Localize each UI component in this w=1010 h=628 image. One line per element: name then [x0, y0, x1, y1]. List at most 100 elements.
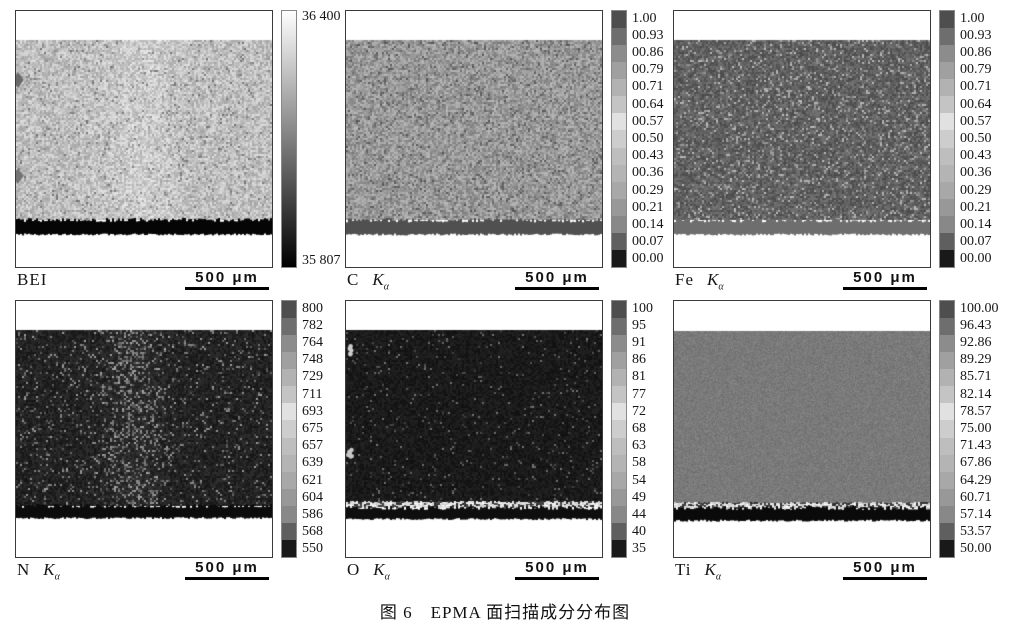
ti-image-frame — [673, 300, 931, 558]
scale-bar-line — [515, 287, 599, 290]
fe-label-row: Fe Kα 500 μm — [673, 270, 931, 298]
scale-bar-text: 500 μm — [853, 270, 917, 286]
colorbar-tick-label: 54 — [632, 472, 653, 489]
colorbar-segment — [612, 165, 626, 182]
colorbar-tick-label: 100.00 — [960, 300, 999, 317]
colorbar-tick-label: 00.93 — [632, 27, 664, 44]
ti-colorbar — [939, 300, 955, 558]
o-label-row: O Kα 500 μm — [345, 560, 603, 588]
colorbar-segment — [282, 540, 296, 557]
colorbar-segment — [612, 216, 626, 233]
colorbar-tick-label: 639 — [302, 455, 323, 472]
colorbar-tick-label: 71.43 — [960, 438, 999, 455]
colorbar-segment — [940, 148, 954, 165]
colorbar-tick-label: 00.43 — [960, 148, 992, 165]
colorbar-segment — [612, 79, 626, 96]
ti-panel-label: Ti Kα — [673, 560, 721, 582]
colorbar-segment — [940, 301, 954, 318]
colorbar-segment — [940, 455, 954, 472]
ti-map-image — [674, 301, 930, 557]
colorbar-segment — [612, 420, 626, 437]
colorbar-segment — [940, 318, 954, 335]
colorbar-tick-label: 40 — [632, 524, 653, 541]
colorbar-tick-label: 604 — [302, 489, 323, 506]
scale-bar-text: 500 μm — [525, 270, 589, 286]
colorbar-segment — [940, 369, 954, 386]
colorbar-tick-label: 621 — [302, 472, 323, 489]
bei-scale-bar: 500 μm — [185, 270, 269, 290]
colorbar-segment — [940, 130, 954, 147]
colorbar-tick-label: 00.93 — [960, 27, 992, 44]
colorbar-segment — [612, 148, 626, 165]
colorbar-tick-label: 58 — [632, 455, 653, 472]
bei-panel-label: BEI — [15, 270, 60, 292]
colorbar-segment — [612, 301, 626, 318]
colorbar-tick-label: 568 — [302, 524, 323, 541]
colorbar-segment — [612, 403, 626, 420]
colorbar-tick-label: 657 — [302, 438, 323, 455]
colorbar-segment — [940, 233, 954, 250]
scale-bar-text: 500 μm — [853, 560, 917, 576]
colorbar-tick-label: 82.14 — [960, 386, 999, 403]
colorbar-segment — [940, 113, 954, 130]
colorbar-segment — [282, 455, 296, 472]
c-image-frame — [345, 10, 603, 268]
colorbar-segment — [282, 403, 296, 420]
colorbar-tick-label: 91 — [632, 334, 653, 351]
colorbar-tick-label: 67.86 — [960, 455, 999, 472]
panel-group-c: C Kα 500 μm 1.00 00.93 00.86 00.79 00.71 00.64… — [345, 10, 664, 298]
colorbar-segment — [282, 506, 296, 523]
colorbar-tick-label: 1.00 — [632, 10, 664, 27]
colorbar-tick-label: 00.57 — [632, 113, 664, 130]
fe-panel-label: Fe Kα — [673, 270, 724, 292]
colorbar-tick-label: 764 — [302, 334, 323, 351]
colorbar-tick-label: 00.29 — [960, 182, 992, 199]
colorbar-tick-label: 00.00 — [632, 251, 664, 268]
colorbar-tick-label: 00.86 — [960, 44, 992, 61]
colorbar-tick-label: 63 — [632, 438, 653, 455]
colorbar-segment — [940, 79, 954, 96]
colorbar-tick-label: 75.00 — [960, 420, 999, 437]
fe-map-image — [674, 11, 930, 267]
colorbar-tick-label: 00.14 — [632, 216, 664, 233]
colorbar-tick-label: 693 — [302, 403, 323, 420]
colorbar-tick-label: 81 — [632, 369, 653, 386]
ti-label-row: Ti Kα 500 μm — [673, 560, 931, 588]
n-image-frame — [15, 300, 273, 558]
colorbar-segment — [612, 11, 626, 28]
scale-bar-text: 500 μm — [525, 560, 589, 576]
colorbar-segment — [612, 233, 626, 250]
colorbar-tick-label: 00.21 — [960, 199, 992, 216]
colorbar-segment — [940, 335, 954, 352]
bei-map-image — [16, 11, 272, 267]
colorbar-tick-label: 49 — [632, 489, 653, 506]
colorbar-segment — [612, 438, 626, 455]
colorbar-segment — [612, 318, 626, 335]
colorbar-segment — [940, 45, 954, 62]
o-colorbar-ticks: 100 95 91 86 81 77 72 68 63 58 54 49 44 40 35 — [632, 300, 653, 558]
colorbar-segment — [940, 182, 954, 199]
colorbar-tick-label: 00.29 — [632, 182, 664, 199]
colorbar-segment — [940, 420, 954, 437]
colorbar-segment — [282, 386, 296, 403]
c-colorbar-ticks: 1.00 00.93 00.86 00.79 00.71 00.64 00.57 00.50 0… — [632, 10, 664, 268]
colorbar-tick-label: 60.71 — [960, 489, 999, 506]
fe-colorbar-ticks: 1.00 00.93 00.86 00.79 00.71 00.64 00.57 00.50 0… — [960, 10, 992, 268]
colorbar-tick-label: 86 — [632, 352, 653, 369]
o-panel-label: O Kα — [345, 560, 390, 582]
colorbar-segment — [940, 523, 954, 540]
colorbar-tick-label: 550 — [302, 541, 323, 558]
scale-bar-text: 500 μm — [195, 270, 259, 286]
bei-label-row: BEI 500 μm — [15, 270, 273, 298]
colorbar-tick-label: 78.57 — [960, 403, 999, 420]
colorbar-segment — [282, 438, 296, 455]
bei-image-frame — [15, 10, 273, 268]
colorbar-tick-label: 35 — [632, 541, 653, 558]
colorbar-tick-label: 96.43 — [960, 317, 999, 334]
colorbar-tick-label: 1.00 — [960, 10, 992, 27]
n-colorbar — [281, 300, 297, 558]
panel-group-n: N Kα 500 μm 800 782 764 748 729 711 693 675 657 63… — [15, 300, 323, 588]
colorbar-tick-label: 675 — [302, 420, 323, 437]
colorbar-segment — [940, 28, 954, 45]
colorbar-segment — [940, 472, 954, 489]
